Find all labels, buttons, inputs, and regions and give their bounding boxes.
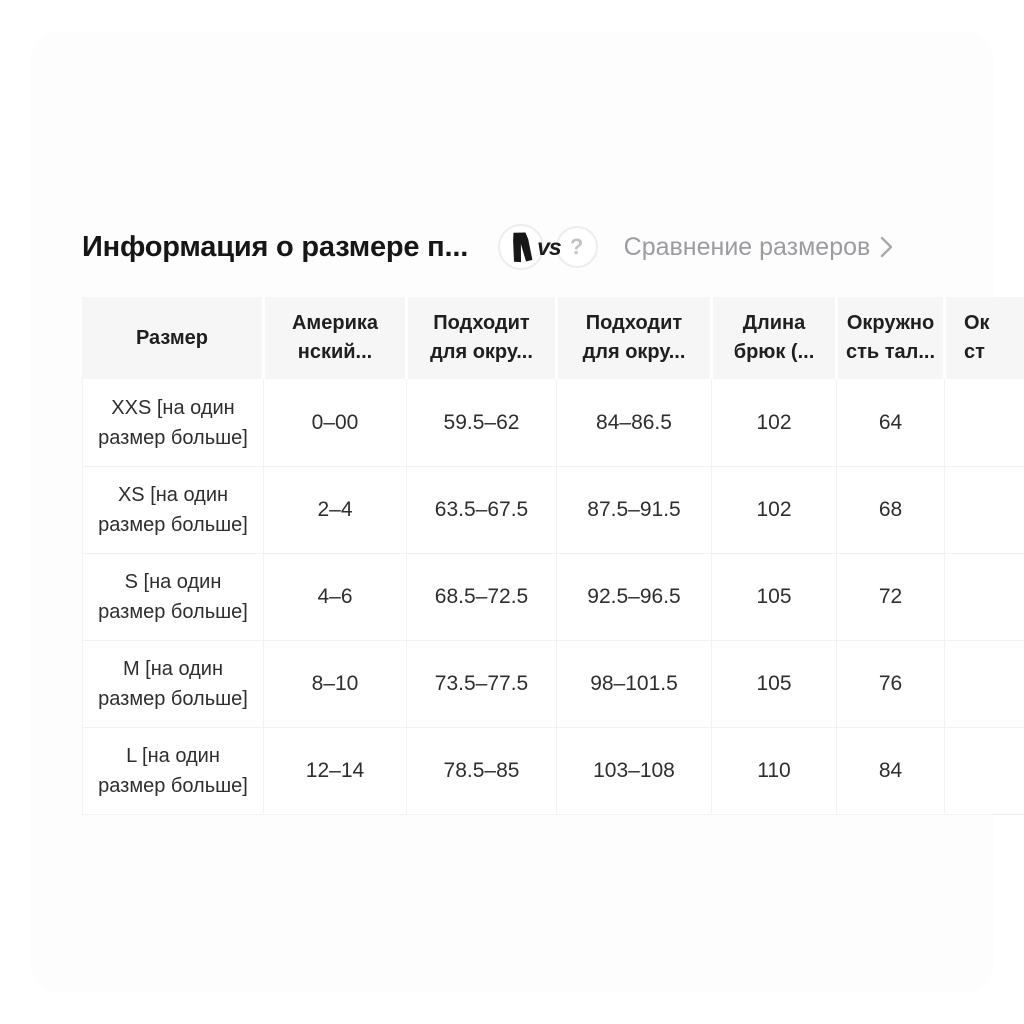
- value-cell: 68: [836, 466, 944, 553]
- col-header-text: для окру...: [430, 341, 533, 363]
- value-cell: [944, 553, 1024, 640]
- col-header-text: Подходит: [433, 312, 530, 334]
- size-cell: L [на один размер больше]: [83, 727, 263, 814]
- value-cell: 84–86.5: [556, 379, 711, 466]
- col-header-american-size: Америка нский...: [262, 297, 405, 379]
- value-cell: 78.5–85: [406, 727, 556, 814]
- value-cell: 76: [836, 640, 944, 727]
- value-cell: [944, 466, 1024, 553]
- value-cell: 64: [836, 379, 944, 466]
- value-cell: [944, 379, 1024, 466]
- value-cell: 102: [711, 379, 836, 466]
- col-header-text: ст: [964, 341, 985, 363]
- chevron-right-icon: [878, 234, 894, 260]
- col-header-waist-circumference: Окружно сть тал...: [835, 297, 943, 379]
- col-header-clipped: Ок ст: [943, 297, 1024, 379]
- size-info-header: Информация о размере п... vs ? Сравнение…: [82, 220, 1012, 274]
- table-row: M [на один размер больше] 8–10 73.5–77.5…: [82, 640, 1024, 727]
- size-label: M [на один размер больше]: [98, 658, 248, 710]
- col-header-fits-circumference-1: Подходит для окру...: [405, 297, 555, 379]
- col-header-pants-length: Длина брюк (...: [710, 297, 835, 379]
- col-header-text: Подходит: [585, 312, 683, 334]
- size-label: L [на один размер больше]: [98, 745, 248, 797]
- value-cell: 59.5–62: [406, 379, 556, 466]
- value-cell: 105: [711, 553, 836, 640]
- vs-label: vs: [537, 233, 562, 260]
- value-cell: 2–4: [263, 466, 406, 553]
- col-header-text: Размер: [135, 326, 209, 349]
- value-cell: 63.5–67.5: [406, 466, 556, 553]
- col-header-text: Окружно: [846, 312, 935, 334]
- size-cell: S [на один размер больше]: [83, 553, 263, 640]
- value-cell: 0–00: [263, 379, 406, 466]
- value-cell: 92.5–96.5: [556, 553, 711, 640]
- table-row: XXS [на один размер больше] 0–00 59.5–62…: [82, 379, 1024, 466]
- size-comparison-label: Сравнение размеров: [623, 232, 871, 261]
- value-cell: 110: [711, 727, 836, 814]
- value-cell: 4–6: [263, 553, 406, 640]
- size-cell: XXS [на один размер больше]: [83, 379, 263, 466]
- size-label: S [на один размер больше]: [98, 571, 248, 623]
- table-row: S [на один размер больше] 4–6 68.5–72.5 …: [82, 553, 1024, 640]
- table-header-row: Размер Америка нский... Подходит для окр…: [82, 297, 1024, 379]
- size-cell: XS [на один размер больше]: [83, 466, 263, 553]
- value-cell: [944, 640, 1024, 727]
- col-header-text: Ок: [964, 312, 990, 334]
- page-title: Информация о размере п...: [82, 230, 469, 263]
- value-cell: 8–10: [263, 640, 406, 727]
- value-cell: 105: [711, 640, 836, 727]
- value-cell: 68.5–72.5: [406, 553, 556, 640]
- value-cell: 98–101.5: [556, 640, 711, 727]
- value-cell: [944, 727, 1024, 814]
- pants-icon: [498, 224, 545, 270]
- size-table[interactable]: Размер Америка нский... Подходит для окр…: [82, 297, 1024, 818]
- col-header-text: для окру...: [582, 341, 686, 363]
- value-cell: 73.5–77.5: [406, 640, 556, 727]
- table-row: XS [на один размер больше] 2–4 63.5–67.5…: [82, 466, 1024, 553]
- question-mark: ?: [569, 234, 584, 259]
- value-cell: 12–14: [263, 727, 406, 814]
- col-header-text: брюк (...: [733, 341, 815, 363]
- col-header-text: Длина: [742, 312, 806, 334]
- value-cell: 87.5–91.5: [556, 466, 711, 553]
- value-cell: 102: [711, 466, 836, 553]
- col-header-text: нский...: [297, 341, 373, 363]
- value-cell: 103–108: [556, 727, 711, 814]
- col-header-fits-circumference-2: Подходит для окру...: [555, 297, 710, 379]
- value-cell: 84: [836, 727, 944, 814]
- size-comparison-link[interactable]: Сравнение размеров: [624, 233, 895, 262]
- col-header-text: Америка: [291, 312, 378, 334]
- question-circle-icon: ?: [555, 226, 598, 268]
- size-cell: M [на один размер больше]: [83, 640, 263, 727]
- col-header-size: Размер: [82, 297, 262, 379]
- size-compare-icons[interactable]: vs ?: [498, 224, 598, 270]
- size-label: XS [на один размер больше]: [98, 484, 248, 536]
- table-row: L [на один размер больше] 12–14 78.5–85 …: [82, 727, 1024, 815]
- col-header-text: сть тал...: [845, 341, 936, 363]
- value-cell: 72: [836, 553, 944, 640]
- size-label: XXS [на один размер больше]: [98, 396, 248, 449]
